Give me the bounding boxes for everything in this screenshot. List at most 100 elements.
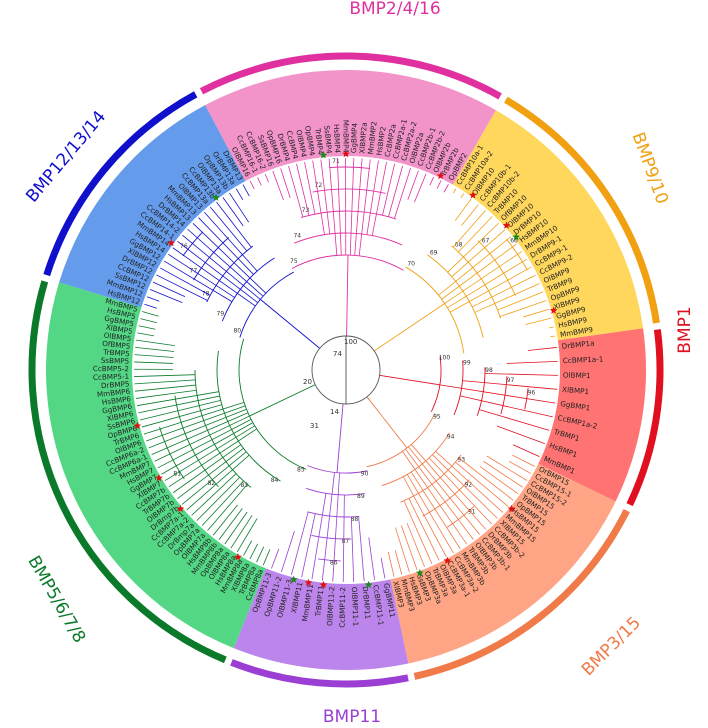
support-value: 80 — [233, 328, 241, 335]
branch-stem — [336, 403, 344, 473]
star-marker — [212, 193, 220, 201]
clade-ring-3 — [28, 280, 227, 664]
support-value: 100 — [439, 355, 451, 362]
tip-branch — [136, 391, 219, 407]
tip-branch — [264, 173, 269, 183]
tip-branch — [497, 291, 544, 311]
tip-branch — [138, 325, 156, 330]
tip-branch — [462, 380, 558, 390]
leaf-label: TrBMP5 — [102, 347, 130, 358]
tip-branch — [304, 162, 316, 215]
tip-branch — [154, 415, 250, 462]
tip-branch — [388, 165, 404, 217]
tip-branch — [452, 210, 486, 248]
support-value: 89 — [357, 493, 365, 500]
star-marker — [469, 191, 477, 199]
tip-branch — [272, 170, 284, 201]
tip-branch — [257, 177, 262, 186]
tip-branch — [156, 274, 208, 301]
tip-branch — [358, 159, 371, 256]
tip-branch — [243, 540, 253, 556]
leaf-label: OlBMP11-2 — [325, 586, 336, 626]
leaf-label: SsBMP4 — [322, 125, 333, 154]
tip-branch — [486, 455, 528, 481]
star-marker — [167, 239, 176, 247]
support-value: 96 — [528, 390, 536, 397]
branch-arc — [291, 254, 404, 271]
tip-branch — [527, 347, 557, 351]
tip-branch — [444, 251, 522, 304]
tip-branch — [350, 516, 355, 582]
tip-branch — [172, 247, 256, 307]
leaf-label: HsBMP4 — [332, 124, 342, 154]
tip-branch — [410, 471, 461, 549]
clade-ring-6 — [504, 96, 660, 324]
tip-branch — [312, 160, 325, 235]
tip-branch — [395, 527, 410, 573]
leaf-label: TrBMP4 — [313, 127, 325, 156]
leaf-label: OlBMP1 — [563, 370, 591, 380]
star-marker — [133, 421, 142, 430]
root-support: 31 — [310, 422, 319, 430]
star-marker — [512, 233, 521, 241]
clade-label: BMP2/4/16 — [349, 0, 440, 19]
tip-branch — [149, 288, 183, 304]
support-value: 70 — [407, 261, 415, 268]
tip-branch — [406, 523, 425, 568]
leaf-label: DrBMP1a — [561, 338, 595, 350]
tip-branch — [328, 158, 338, 256]
support-value: 91 — [468, 509, 476, 516]
tip-branch — [451, 229, 506, 278]
tip-branch — [157, 419, 252, 469]
tip-branch — [136, 339, 175, 347]
branch-arc — [381, 432, 450, 487]
tip-branch — [387, 552, 395, 577]
tip-branch — [135, 384, 196, 392]
tip-branch — [447, 222, 500, 273]
support-value: 81 — [173, 470, 181, 477]
star-marker — [234, 553, 242, 561]
tip-branch — [210, 206, 248, 252]
leaf-label: OlBMP11-1 — [350, 587, 360, 627]
leaf-label: SsBMP5 — [101, 356, 130, 366]
support-value: 71 — [332, 158, 340, 165]
star-marker — [319, 580, 328, 589]
leaf-label: CcBMP5-1 — [93, 372, 129, 382]
tip-branch — [191, 473, 237, 516]
star-marker — [155, 474, 163, 482]
clade-label: BMP1 — [675, 306, 695, 353]
branch-arc — [318, 558, 341, 562]
tip-branch — [342, 494, 345, 582]
leaf-label: OfBMP5 — [102, 339, 131, 351]
tip-branch — [438, 236, 512, 296]
tip-branch — [460, 193, 465, 199]
tip-branch — [164, 425, 255, 481]
tip-branch — [506, 360, 558, 364]
tip-branch — [230, 515, 253, 549]
branch-stem — [346, 255, 349, 337]
tip-branch — [400, 525, 418, 570]
support-value: 83 — [240, 482, 248, 489]
root-support: 100 — [344, 338, 357, 346]
tip-branch — [151, 412, 249, 455]
tip-branch — [336, 158, 342, 256]
clade-sector-4 — [59, 105, 246, 308]
branch-stem — [379, 374, 440, 386]
tip-branch — [172, 444, 242, 494]
tip-branch — [224, 511, 248, 545]
branch-arc — [328, 166, 371, 169]
tip-branch — [134, 374, 196, 377]
star-marker — [176, 504, 185, 513]
tip-branch — [249, 543, 259, 560]
tip-branch — [187, 228, 264, 297]
leaf-label: DrBMP5 — [101, 379, 130, 390]
branch-arc — [239, 271, 295, 338]
branch-arc — [294, 232, 403, 246]
tip-branch — [358, 516, 365, 582]
tip-branch — [135, 346, 175, 352]
clade-ring-1 — [413, 509, 630, 680]
tip-branch — [204, 212, 258, 272]
clade-ring-0 — [626, 329, 664, 507]
tip-branch — [455, 461, 509, 507]
tip-branch — [144, 303, 157, 309]
